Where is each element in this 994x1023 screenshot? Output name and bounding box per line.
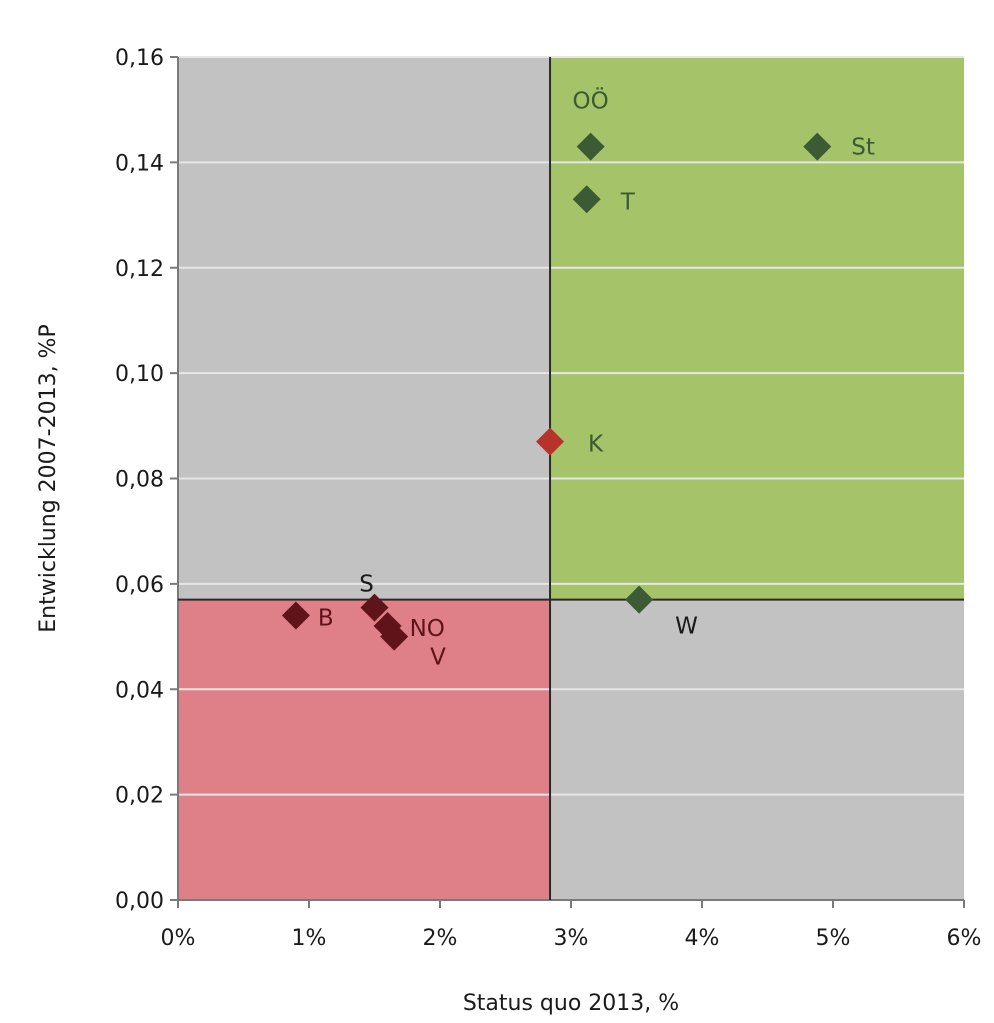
point-label-no: NO	[410, 616, 445, 642]
x-tick-label-6: 6%	[947, 926, 982, 951]
y-tick-label-0: 0,00	[115, 889, 164, 914]
point-label-t: T	[620, 189, 636, 215]
point-label-oö: OÖ	[573, 87, 609, 115]
region-top-right	[550, 57, 964, 600]
x-tick-label-1: 1%	[292, 926, 327, 951]
y-tick-label-7: 0,14	[115, 151, 164, 176]
point-label-s: S	[359, 572, 374, 598]
point-label-st: St	[851, 135, 875, 161]
y-tick-label-8: 0,16	[115, 46, 164, 71]
x-tick-label-5: 5%	[816, 926, 851, 951]
axes	[170, 56, 965, 908]
point-v	[380, 622, 409, 651]
x-tick-label-0: 0%	[161, 926, 196, 951]
y-tick-label-3: 0,06	[115, 573, 164, 598]
point-w	[625, 585, 654, 614]
point-label-k: K	[588, 432, 604, 458]
x-tick-label-3: 3%	[554, 926, 589, 951]
reference-lines	[178, 57, 964, 900]
region-bottom-left	[178, 599, 551, 900]
point-t	[572, 185, 601, 214]
data-points	[281, 132, 832, 651]
y-tick-label-4: 0,08	[115, 468, 164, 493]
x-axis-title: Status quo 2013, %	[463, 991, 679, 1016]
y-tick-label-1: 0,02	[115, 784, 164, 809]
point-oö	[576, 132, 605, 161]
point-labels: OÖ St T K W SB NO V	[318, 87, 875, 671]
point-k	[536, 427, 565, 456]
x-tick-label-2: 2%	[423, 926, 458, 951]
y-tick-label-2: 0,04	[115, 678, 164, 703]
point-s	[360, 593, 389, 622]
y-tick-label-5: 0,10	[115, 362, 164, 387]
point-b	[281, 601, 310, 630]
point-label-v: V	[430, 645, 446, 671]
point-st	[803, 132, 832, 161]
x-tick-label-4: 4%	[685, 926, 720, 951]
y-axis-title: Entwicklung 2007-2013, %P	[36, 324, 61, 632]
regions-layer	[178, 57, 964, 900]
point-label-w: W	[675, 614, 698, 640]
point-label-b: B	[318, 605, 334, 631]
y-tick-label-6: 0,12	[115, 257, 164, 282]
gridlines	[178, 56, 964, 796]
tick-labels: 0,00 0,02 0,04 0,06 0,08 0,10 0,12 0,14 0,16 0% 1%…	[115, 46, 981, 951]
